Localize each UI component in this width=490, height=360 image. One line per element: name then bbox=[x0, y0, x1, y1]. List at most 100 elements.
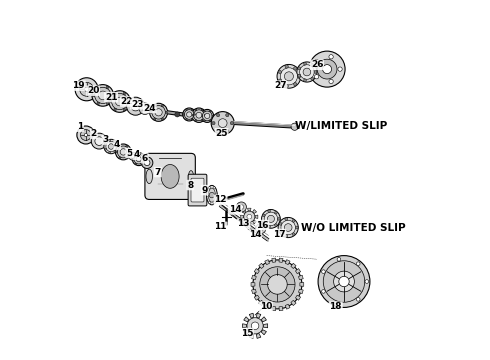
Polygon shape bbox=[249, 333, 254, 338]
Circle shape bbox=[311, 77, 314, 80]
Polygon shape bbox=[256, 333, 261, 338]
Polygon shape bbox=[272, 306, 276, 311]
Circle shape bbox=[247, 214, 252, 219]
Circle shape bbox=[154, 105, 156, 107]
Polygon shape bbox=[242, 220, 246, 224]
Circle shape bbox=[109, 152, 111, 153]
Circle shape bbox=[183, 108, 196, 121]
Circle shape bbox=[194, 114, 196, 115]
Circle shape bbox=[155, 109, 162, 116]
Circle shape bbox=[144, 160, 150, 166]
Circle shape bbox=[209, 111, 211, 112]
Circle shape bbox=[192, 108, 206, 122]
Circle shape bbox=[284, 72, 294, 81]
Text: 10: 10 bbox=[260, 302, 272, 311]
Circle shape bbox=[337, 302, 341, 306]
Polygon shape bbox=[247, 222, 251, 225]
Polygon shape bbox=[256, 313, 261, 318]
Circle shape bbox=[95, 137, 103, 145]
Text: 4: 4 bbox=[114, 140, 121, 149]
Text: 23: 23 bbox=[131, 100, 143, 109]
Circle shape bbox=[114, 150, 116, 152]
Circle shape bbox=[285, 85, 288, 88]
Circle shape bbox=[329, 55, 333, 59]
Circle shape bbox=[339, 276, 349, 287]
Text: 19: 19 bbox=[73, 81, 85, 90]
Circle shape bbox=[144, 158, 145, 160]
Polygon shape bbox=[247, 208, 251, 211]
FancyBboxPatch shape bbox=[188, 174, 207, 206]
Text: 22: 22 bbox=[121, 97, 133, 106]
Circle shape bbox=[106, 86, 109, 89]
Polygon shape bbox=[264, 324, 268, 328]
Circle shape bbox=[135, 154, 137, 155]
Circle shape bbox=[116, 151, 118, 153]
Circle shape bbox=[230, 122, 234, 125]
Polygon shape bbox=[261, 330, 267, 335]
Circle shape bbox=[134, 154, 144, 164]
Circle shape bbox=[251, 322, 259, 330]
Circle shape bbox=[321, 270, 325, 274]
Polygon shape bbox=[285, 304, 290, 309]
Polygon shape bbox=[265, 260, 270, 265]
Polygon shape bbox=[255, 215, 258, 219]
Circle shape bbox=[274, 211, 277, 214]
Circle shape bbox=[119, 157, 121, 159]
Circle shape bbox=[126, 97, 145, 115]
Polygon shape bbox=[253, 220, 257, 224]
Circle shape bbox=[106, 102, 109, 105]
Circle shape bbox=[244, 211, 255, 222]
Circle shape bbox=[304, 62, 306, 65]
Circle shape bbox=[116, 145, 118, 148]
Circle shape bbox=[112, 94, 128, 110]
Text: 14: 14 bbox=[229, 205, 241, 214]
Circle shape bbox=[212, 122, 215, 125]
Circle shape bbox=[317, 59, 337, 79]
Text: 14: 14 bbox=[249, 230, 261, 239]
Text: 12: 12 bbox=[214, 195, 227, 204]
Polygon shape bbox=[279, 306, 283, 311]
Text: 17: 17 bbox=[273, 230, 286, 239]
Circle shape bbox=[161, 118, 164, 120]
Circle shape bbox=[154, 118, 156, 120]
Circle shape bbox=[132, 153, 145, 166]
Circle shape bbox=[186, 118, 187, 120]
Circle shape bbox=[195, 109, 196, 111]
Circle shape bbox=[150, 111, 152, 113]
Polygon shape bbox=[298, 289, 303, 294]
Circle shape bbox=[127, 100, 130, 103]
Polygon shape bbox=[259, 300, 264, 306]
Circle shape bbox=[126, 145, 127, 147]
Circle shape bbox=[315, 75, 319, 79]
Circle shape bbox=[338, 67, 342, 71]
Circle shape bbox=[183, 114, 184, 115]
Polygon shape bbox=[259, 263, 264, 269]
Circle shape bbox=[80, 82, 94, 96]
Circle shape bbox=[141, 154, 142, 155]
Circle shape bbox=[195, 120, 196, 121]
Circle shape bbox=[104, 143, 106, 145]
Circle shape bbox=[129, 152, 137, 160]
Ellipse shape bbox=[146, 169, 152, 184]
Polygon shape bbox=[244, 317, 249, 322]
Circle shape bbox=[201, 120, 203, 121]
Circle shape bbox=[322, 65, 332, 74]
Circle shape bbox=[260, 267, 295, 302]
Circle shape bbox=[226, 130, 229, 133]
Circle shape bbox=[239, 205, 244, 209]
Circle shape bbox=[209, 187, 211, 189]
Text: 25: 25 bbox=[215, 129, 228, 138]
Text: W/O LIMITED SLIP: W/O LIMITED SLIP bbox=[301, 222, 405, 233]
Circle shape bbox=[201, 109, 203, 111]
Circle shape bbox=[77, 126, 95, 144]
Circle shape bbox=[139, 103, 151, 114]
Circle shape bbox=[205, 113, 210, 118]
Circle shape bbox=[119, 145, 121, 147]
Polygon shape bbox=[291, 263, 296, 269]
Circle shape bbox=[211, 112, 234, 135]
Circle shape bbox=[192, 114, 194, 116]
Circle shape bbox=[149, 103, 168, 121]
Circle shape bbox=[209, 120, 211, 121]
Circle shape bbox=[123, 92, 125, 95]
Circle shape bbox=[217, 113, 220, 117]
